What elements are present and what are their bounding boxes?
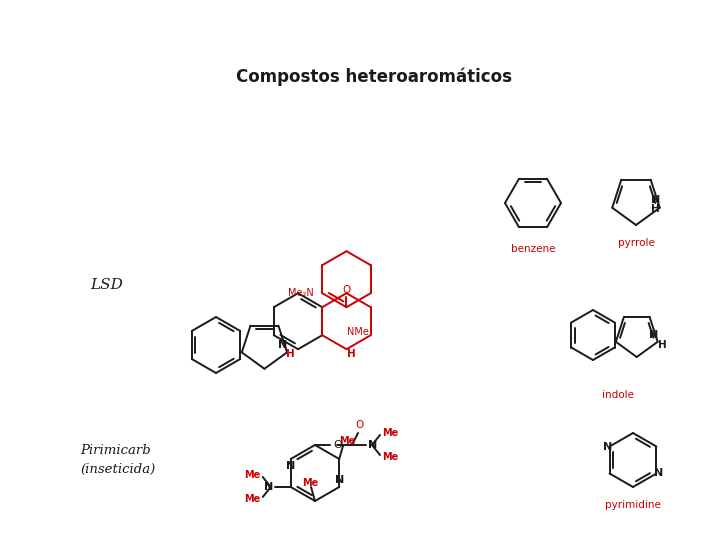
Text: N: N — [368, 440, 377, 450]
Text: Deslocalização eletrônica: Deslocalização eletrônica — [210, 15, 570, 40]
Text: pyrimidine: pyrimidine — [605, 500, 661, 510]
Text: N: N — [603, 442, 612, 453]
Text: H: H — [651, 204, 660, 214]
Text: N: N — [264, 482, 273, 492]
Text: Me: Me — [382, 452, 398, 462]
Text: pyrrole: pyrrole — [618, 238, 654, 248]
Text: N: N — [286, 461, 295, 471]
Text: Me₂N: Me₂N — [289, 288, 314, 298]
Text: benzene: benzene — [510, 244, 555, 254]
Text: Pirimicarb
(inseticida): Pirimicarb (inseticida) — [80, 444, 156, 476]
Text: N: N — [335, 475, 344, 485]
Text: indole: indole — [602, 390, 634, 400]
Text: Me: Me — [382, 428, 398, 438]
Text: H: H — [657, 340, 667, 349]
Text: N: N — [278, 340, 287, 350]
Text: Me: Me — [339, 436, 356, 446]
Text: N: N — [654, 468, 663, 477]
Text: H: H — [286, 349, 294, 359]
Text: Me: Me — [302, 478, 318, 488]
Text: QFL0341 – Estrutura e Propriedades de Compostos Orgânicos: QFL0341 – Estrutura e Propriedades de Co… — [9, 180, 19, 415]
Text: Me: Me — [245, 470, 261, 480]
Text: O: O — [333, 440, 342, 450]
Text: Compostos heteroaromáticos: Compostos heteroaromáticos — [236, 68, 512, 86]
Text: NMe: NMe — [347, 327, 369, 337]
Text: N: N — [651, 195, 660, 205]
Text: O: O — [342, 285, 351, 295]
Text: N: N — [649, 330, 658, 341]
Text: LSD: LSD — [90, 278, 123, 292]
Text: O: O — [356, 420, 364, 430]
Text: H: H — [347, 349, 356, 359]
Text: Me: Me — [245, 494, 261, 504]
